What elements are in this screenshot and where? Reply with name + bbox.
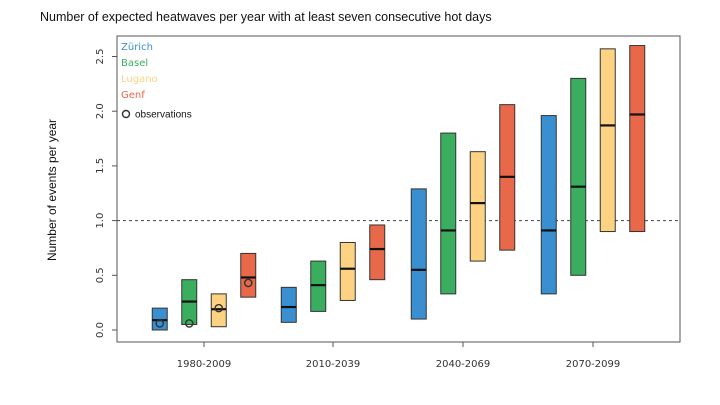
- legend-entry-zrich: Zürich: [121, 42, 153, 53]
- x-tick-label: 2040-2069: [436, 359, 491, 370]
- box-zrich-2070-2099: [540, 115, 557, 295]
- legend: Zürich Basel Lugano Genf observations: [121, 42, 192, 121]
- x-tick-label: 2070-2099: [566, 359, 621, 370]
- box-genf-1980-2009: [240, 252, 257, 298]
- box-genf-2010-2039: [369, 224, 386, 281]
- observation-marker: [243, 278, 253, 288]
- y-axis-label: Number of events per year: [45, 119, 59, 261]
- box-basel-2070-2099: [570, 77, 587, 276]
- y-tick-label: 1.0: [95, 213, 106, 229]
- box-zrich-2010-2039: [280, 286, 297, 323]
- box-lugano-2010-2039: [339, 241, 356, 301]
- legend-entry-lugano: Lugano: [121, 74, 158, 85]
- observation-marker: [214, 303, 224, 313]
- plot-frame: [116, 35, 681, 343]
- y-tick-label: 0.5: [95, 267, 106, 283]
- legend-entry-genf: Genf: [121, 90, 145, 101]
- box-basel-2040-2069: [440, 132, 457, 295]
- box-lugano-2040-2069: [469, 151, 486, 262]
- box-zrich-2040-2069: [410, 188, 427, 320]
- y-axis: 0.0 0.5 1.0 1.5 2.0 2.5: [95, 49, 117, 338]
- legend-entry-basel: Basel: [121, 58, 148, 69]
- boxes: [151, 45, 646, 331]
- x-axis: 1980-2009 2010-2039 2040-2069 2070-2099: [177, 342, 621, 370]
- y-tick-label: 2.5: [95, 49, 106, 65]
- legend-observations-label: observations: [135, 110, 192, 121]
- box-genf-2070-2099: [629, 45, 646, 233]
- observation-marker: [155, 319, 165, 328]
- observation-marker: [184, 319, 194, 328]
- box-lugano-2070-2099: [599, 48, 616, 233]
- x-tick-label: 2010-2039: [306, 359, 361, 370]
- y-tick-label: 1.5: [95, 158, 106, 174]
- y-tick-label: 0.0: [95, 322, 106, 338]
- x-tick-label: 1980-2009: [177, 359, 232, 370]
- legend-observation-marker: [121, 109, 131, 119]
- y-tick-label: 2.0: [95, 103, 106, 119]
- chart-title: Number of expected heatwaves per year wi…: [40, 10, 492, 24]
